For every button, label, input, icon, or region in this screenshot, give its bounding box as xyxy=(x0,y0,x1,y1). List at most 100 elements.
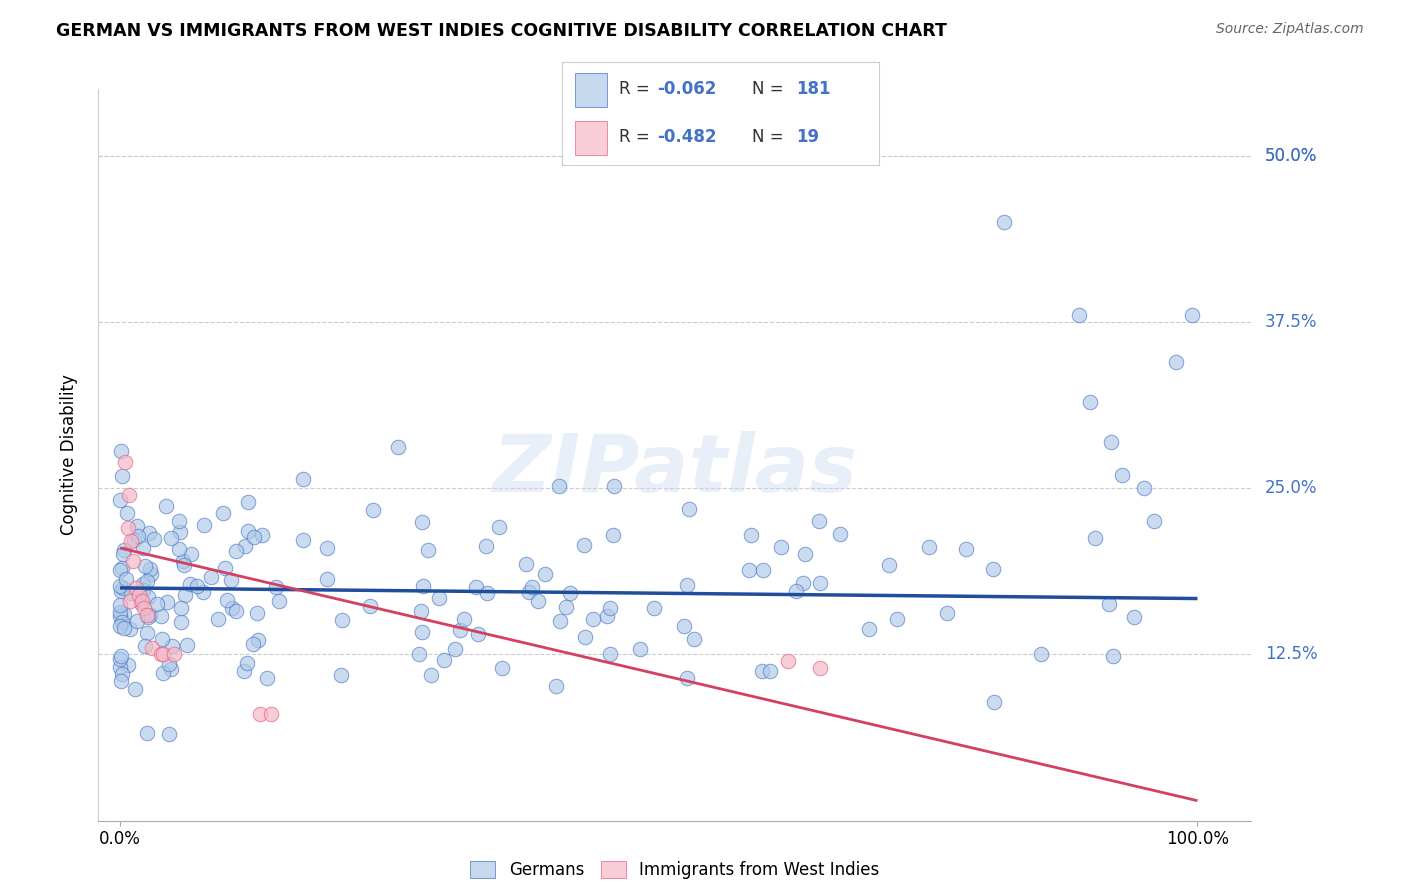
FancyBboxPatch shape xyxy=(575,73,607,106)
Point xyxy=(1084,532,1107,546)
Text: Source: ZipAtlas.com: Source: ZipAtlas.com xyxy=(1216,22,1364,37)
Point xyxy=(110,443,132,458)
Point xyxy=(453,612,475,626)
Point xyxy=(361,503,384,517)
Point xyxy=(236,524,259,538)
Point xyxy=(217,593,239,607)
Point xyxy=(828,527,851,541)
Point xyxy=(112,607,135,621)
Point xyxy=(111,581,134,595)
Point xyxy=(136,591,159,605)
Point xyxy=(163,648,186,662)
FancyBboxPatch shape xyxy=(575,121,607,155)
Point xyxy=(207,612,229,626)
Point xyxy=(118,594,141,608)
Point xyxy=(449,623,471,637)
Point xyxy=(249,707,271,722)
Point xyxy=(115,572,138,586)
Point xyxy=(108,608,131,623)
Point xyxy=(329,667,352,681)
Point xyxy=(141,640,163,655)
Point xyxy=(111,615,134,630)
Point xyxy=(676,671,699,685)
Point xyxy=(1122,610,1144,624)
Point xyxy=(111,561,134,575)
Point xyxy=(1098,597,1121,611)
Point xyxy=(266,580,288,594)
Point xyxy=(256,671,278,685)
Point xyxy=(411,604,433,618)
Point xyxy=(603,479,626,493)
Point xyxy=(643,601,665,615)
Point xyxy=(117,488,139,502)
Point xyxy=(475,585,498,599)
Point xyxy=(740,528,762,542)
Point xyxy=(139,567,162,582)
Point xyxy=(176,638,198,652)
Point xyxy=(108,598,131,612)
Point xyxy=(548,614,571,628)
Point xyxy=(918,540,941,554)
Point xyxy=(411,515,433,529)
Point xyxy=(131,594,153,608)
Point xyxy=(157,657,180,672)
Point xyxy=(160,531,183,545)
Point xyxy=(246,606,269,620)
Point xyxy=(983,562,1005,576)
Point xyxy=(1143,515,1166,529)
Point xyxy=(420,668,443,682)
Point xyxy=(167,541,190,556)
Point xyxy=(547,479,569,493)
Point xyxy=(160,639,183,653)
Text: GERMAN VS IMMIGRANTS FROM WEST INDIES COGNITIVE DISABILITY CORRELATION CHART: GERMAN VS IMMIGRANTS FROM WEST INDIES CO… xyxy=(56,22,948,40)
Point xyxy=(672,619,695,633)
Point xyxy=(412,578,434,592)
Point xyxy=(156,595,179,609)
Point xyxy=(155,499,177,513)
Point xyxy=(114,621,136,635)
Point xyxy=(555,599,578,614)
Point xyxy=(134,639,156,653)
Point xyxy=(125,581,148,595)
Point xyxy=(174,588,197,602)
Point xyxy=(131,596,153,610)
Point xyxy=(533,566,555,581)
Point xyxy=(675,578,697,592)
Point xyxy=(596,608,619,623)
Point xyxy=(131,576,153,591)
Point xyxy=(125,518,148,533)
Point xyxy=(465,580,488,594)
Text: 37.5%: 37.5% xyxy=(1265,313,1317,331)
Point xyxy=(135,607,157,622)
Point xyxy=(411,624,433,639)
Point xyxy=(418,542,440,557)
Point xyxy=(759,664,782,678)
Text: R =: R = xyxy=(619,128,655,146)
Point xyxy=(135,574,157,588)
Point xyxy=(752,563,775,577)
Point xyxy=(139,607,162,622)
Point xyxy=(142,532,165,546)
Point xyxy=(169,525,191,540)
Point xyxy=(221,600,243,615)
Point xyxy=(792,576,814,591)
Point xyxy=(120,622,142,636)
Point xyxy=(157,726,180,740)
Point xyxy=(517,585,540,599)
Point xyxy=(128,588,150,602)
Point xyxy=(491,660,513,674)
Point xyxy=(785,584,807,599)
Point xyxy=(110,673,132,688)
Point xyxy=(150,632,173,646)
Point xyxy=(124,681,146,696)
Point xyxy=(467,627,489,641)
Legend: Germans, Immigrants from West Indies: Germans, Immigrants from West Indies xyxy=(464,854,886,886)
Point xyxy=(546,679,568,693)
Point xyxy=(582,612,605,626)
Point xyxy=(214,561,236,575)
Point xyxy=(252,528,274,542)
Point xyxy=(110,605,132,619)
Y-axis label: Cognitive Disability: Cognitive Disability xyxy=(59,375,77,535)
Point xyxy=(108,619,131,633)
Point xyxy=(193,517,215,532)
